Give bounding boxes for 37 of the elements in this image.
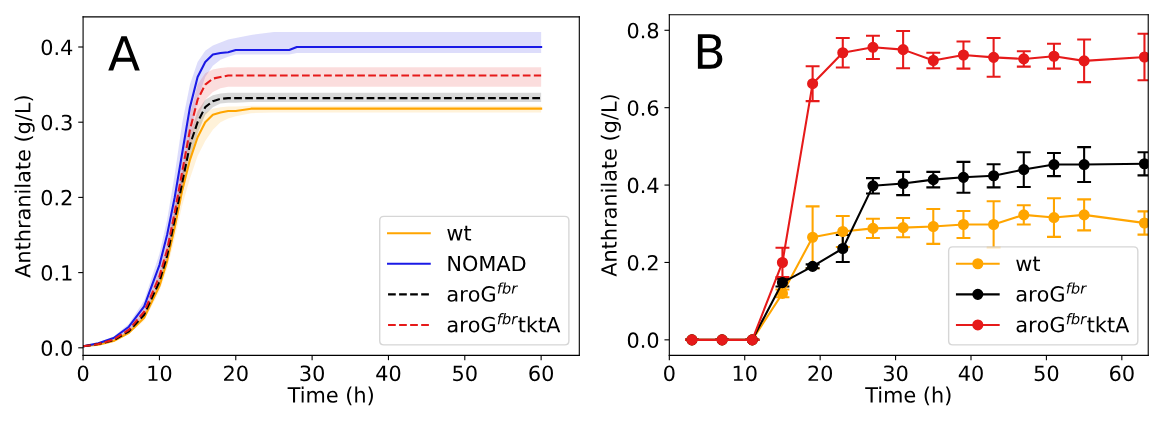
legend-label: NOMAD — [448, 255, 526, 272]
x-tick-label: 0 — [664, 365, 675, 382]
x-tick-label: 50 — [1034, 365, 1059, 382]
y-tick-label: 0.0 — [41, 340, 72, 357]
x-tick-label: 10 — [148, 365, 172, 382]
legend-label: aroG$^{fbr}$ — [1016, 282, 1087, 302]
legend-label: wt — [447, 225, 472, 241]
annotation: A — [108, 36, 140, 71]
x-axis-title: Time (h) — [865, 386, 951, 406]
x-axis-title: Time (h) — [287, 386, 373, 406]
x-tick-label: 0 — [77, 365, 89, 382]
legend-label: wt — [1016, 256, 1041, 272]
y-tick-label: 0.3 — [41, 114, 72, 131]
x-tick-label: 20 — [808, 365, 833, 382]
y-tick-label: 0.4 — [41, 39, 73, 56]
y-tick-label: 0.8 — [627, 22, 659, 39]
x-tick-label: 30 — [300, 365, 324, 382]
y-tick-label: 0.0 — [627, 332, 659, 349]
y-tick-label: 0.2 — [627, 254, 658, 271]
x-tick-label: 60 — [1110, 365, 1134, 382]
x-tick-label: 50 — [453, 365, 477, 382]
legend-label: aroG$^{fbr}$ — [447, 282, 518, 302]
x-tick-label: 40 — [376, 365, 401, 382]
x-tick-label: 60 — [529, 365, 554, 382]
x-tick-label: 30 — [883, 365, 908, 382]
x-tick-label: 20 — [224, 365, 248, 382]
y-tick-label: 0.2 — [41, 189, 72, 206]
y-axis-title: Anthranilate (g/L) — [600, 95, 621, 277]
y-tick-label: 0.4 — [627, 177, 659, 194]
legend-label: aroG$^{fbr}$tktA — [1016, 313, 1130, 333]
x-tick-label: 10 — [733, 365, 757, 382]
annotation: B — [697, 34, 723, 69]
y-tick-label: 0.1 — [41, 265, 72, 281]
legend-label: aroG$^{fbr}$tktA — [447, 313, 561, 333]
y-axis-title: Anthranilate (g/L) — [14, 96, 35, 278]
x-tick-label: 40 — [958, 365, 983, 382]
y-tick-label: 0.6 — [627, 100, 659, 116]
